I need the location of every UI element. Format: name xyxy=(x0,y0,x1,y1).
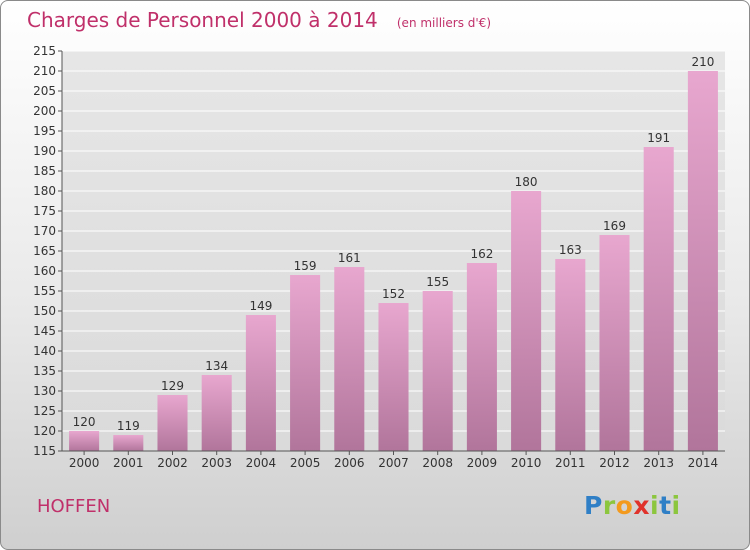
bar-2006 xyxy=(334,267,365,451)
x-axis-ticks: 2000 2001 2002 2003 2004 2005 2006 2007 2008 2009… xyxy=(69,451,718,470)
bar-2011 xyxy=(555,259,586,451)
y-tick-label: 190 xyxy=(33,144,56,158)
bar-2014 xyxy=(687,71,718,451)
proxiti-logo: Proxiti xyxy=(584,491,681,520)
x-tick-label: 2014 xyxy=(688,456,719,470)
value-label: 162 xyxy=(470,247,493,261)
y-tick-label: 165 xyxy=(33,244,56,258)
value-label: 159 xyxy=(294,259,317,273)
logo-letter: x xyxy=(633,491,650,520)
value-label: 119 xyxy=(117,419,140,433)
value-label: 210 xyxy=(691,55,714,69)
bar-2002 xyxy=(157,395,188,451)
y-tick-label: 115 xyxy=(33,444,56,458)
value-label: 134 xyxy=(205,359,228,373)
title-row: Charges de Personnel 2000 à 2014 (en mil… xyxy=(27,8,491,32)
x-tick-label: 2008 xyxy=(422,456,453,470)
bar-2012 xyxy=(599,235,630,451)
x-tick-label: 2011 xyxy=(555,456,586,470)
bar-2009 xyxy=(466,263,497,451)
y-tick-label: 180 xyxy=(33,184,56,198)
bars xyxy=(69,71,718,451)
y-tick-label: 160 xyxy=(33,264,56,278)
y-tick-label: 175 xyxy=(33,204,56,218)
value-labels: 120 119 129 134 149 159 161 152 155 162 180 163 169 1… xyxy=(73,55,715,433)
bar-2010 xyxy=(511,191,542,451)
value-label: 161 xyxy=(338,251,361,265)
y-tick-label: 145 xyxy=(33,324,56,338)
y-tick-label: 140 xyxy=(33,344,56,358)
logo-letter: t xyxy=(659,491,672,520)
bar-2005 xyxy=(290,275,321,451)
logo-letter: o xyxy=(615,491,634,520)
bar-2000 xyxy=(69,431,100,451)
value-label: 149 xyxy=(249,299,272,313)
logo-letter: i xyxy=(650,491,660,520)
x-tick-label: 2001 xyxy=(113,456,144,470)
y-tick-label: 170 xyxy=(33,224,56,238)
y-tick-label: 200 xyxy=(33,104,56,118)
value-label: 163 xyxy=(559,243,582,257)
x-tick-label: 2007 xyxy=(378,456,409,470)
x-tick-label: 2012 xyxy=(599,456,630,470)
value-label: 180 xyxy=(515,175,538,189)
value-label: 155 xyxy=(426,275,449,289)
logo-letter: i xyxy=(671,491,681,520)
x-tick-label: 2009 xyxy=(467,456,498,470)
value-label: 191 xyxy=(647,131,670,145)
y-tick-label: 125 xyxy=(33,404,56,418)
x-tick-label: 2005 xyxy=(290,456,321,470)
value-label: 129 xyxy=(161,379,184,393)
y-tick-label: 195 xyxy=(33,124,56,138)
value-label: 120 xyxy=(73,415,96,429)
y-tick-label: 185 xyxy=(33,164,56,178)
y-tick-label: 135 xyxy=(33,364,56,378)
y-tick-label: 155 xyxy=(33,284,56,298)
value-label: 169 xyxy=(603,219,626,233)
bar-2001 xyxy=(113,435,144,451)
chart-title: Charges de Personnel 2000 à 2014 xyxy=(27,8,378,32)
bar-2013 xyxy=(643,147,674,451)
y-tick-label: 120 xyxy=(33,424,56,438)
x-tick-label: 2002 xyxy=(157,456,188,470)
y-tick-label: 205 xyxy=(33,84,56,98)
logo-letter: r xyxy=(602,491,616,520)
bar-2004 xyxy=(245,315,276,451)
chart-subtitle: (en milliers d'€) xyxy=(396,16,491,30)
commune-name: HOFFEN xyxy=(37,496,111,517)
x-tick-label: 2004 xyxy=(246,456,277,470)
x-tick-label: 2013 xyxy=(643,456,674,470)
logo-letter: P xyxy=(584,491,603,520)
x-tick-label: 2006 xyxy=(334,456,365,470)
x-tick-label: 2003 xyxy=(201,456,232,470)
value-label: 152 xyxy=(382,287,405,301)
bar-2007 xyxy=(378,303,409,451)
y-axis-ticks: 115 120 125 130 135 140 145 150 155 160 165 170 175 1… xyxy=(33,44,62,458)
bar-2008 xyxy=(422,291,453,451)
y-tick-label: 215 xyxy=(33,44,56,58)
y-tick-label: 150 xyxy=(33,304,56,318)
bar-2003 xyxy=(201,375,232,451)
y-tick-label: 210 xyxy=(33,64,56,78)
y-tick-label: 130 xyxy=(33,384,56,398)
x-tick-label: 2000 xyxy=(69,456,100,470)
x-tick-label: 2010 xyxy=(511,456,542,470)
